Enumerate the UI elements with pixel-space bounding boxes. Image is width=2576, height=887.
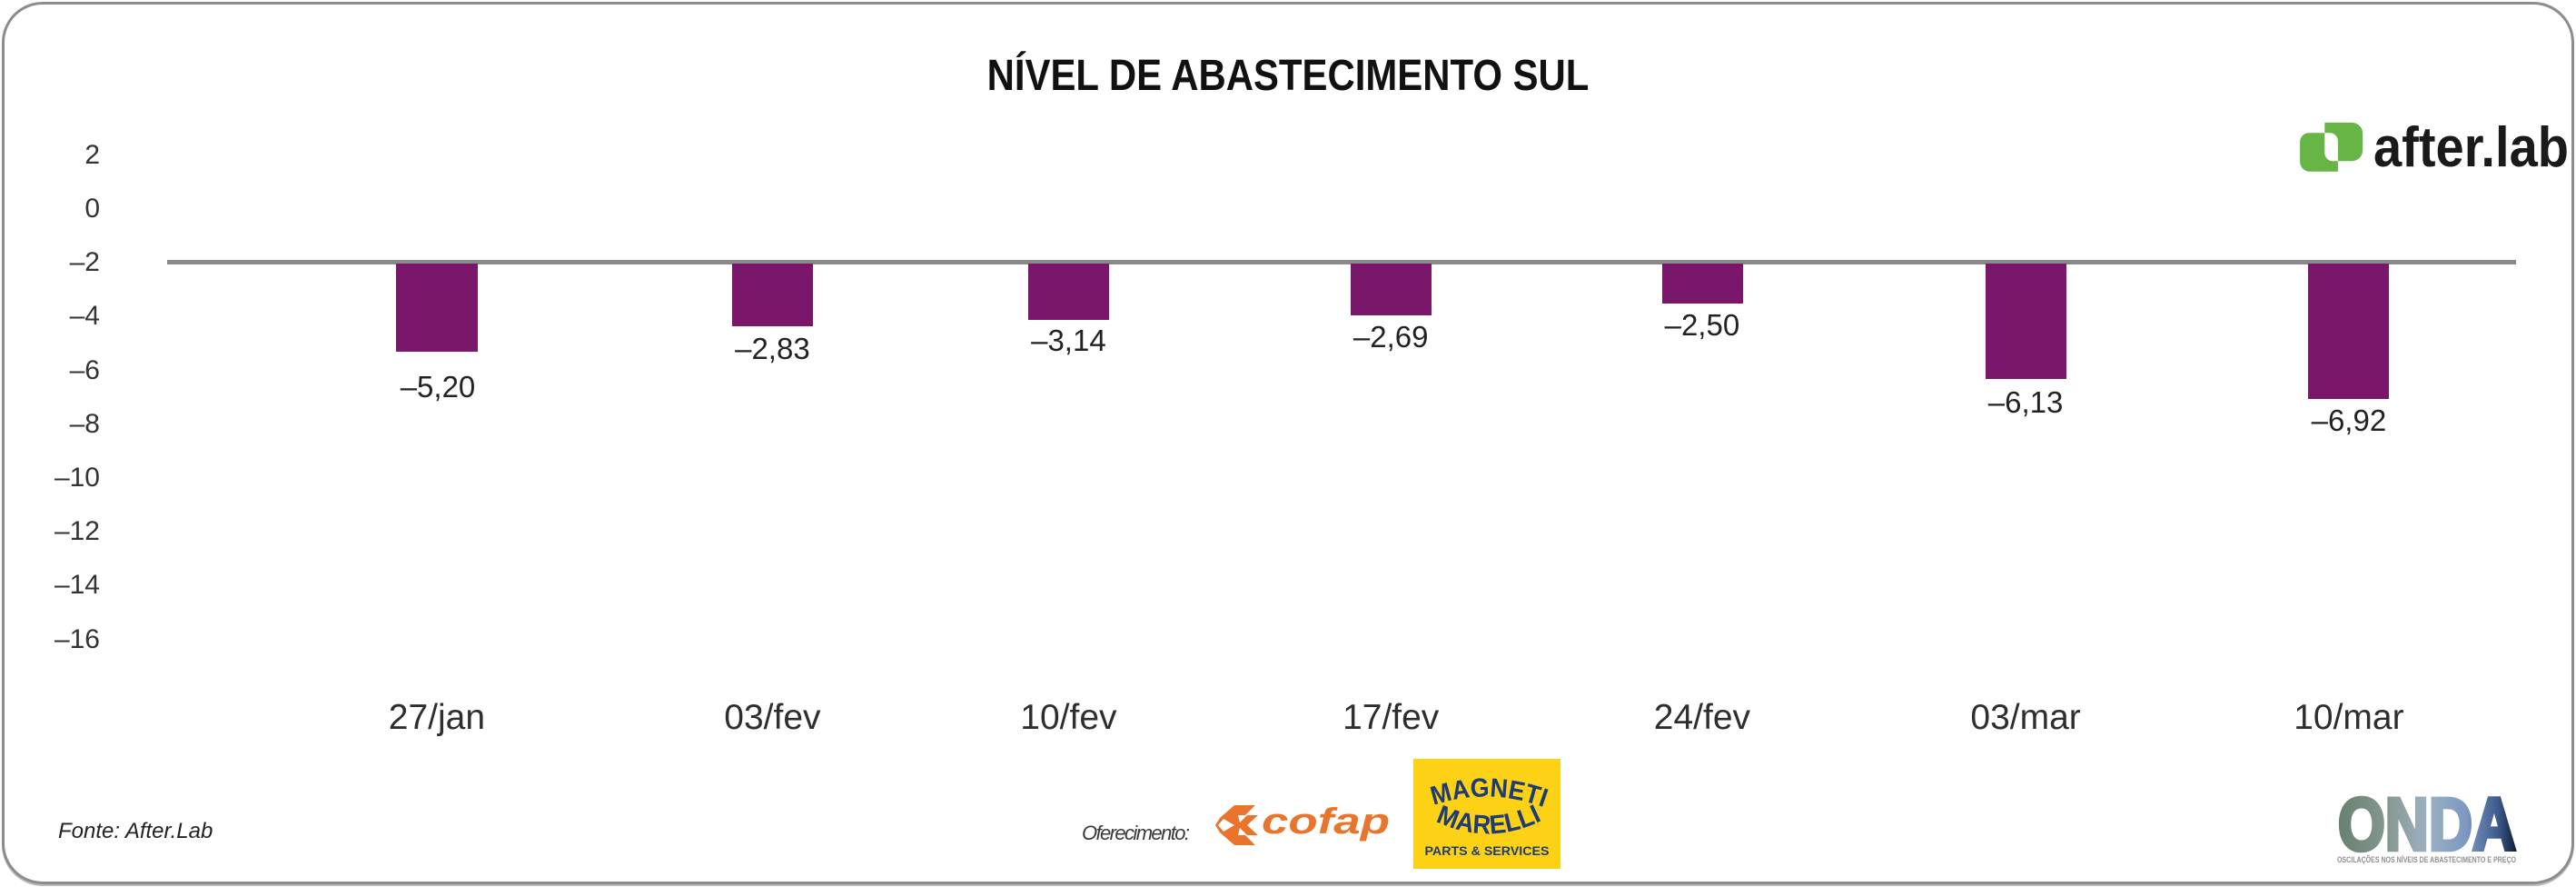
svg-text:PARTS & SERVICES: PARTS & SERVICES bbox=[1425, 844, 1550, 858]
svg-text:MARELLI: MARELLI bbox=[1433, 800, 1545, 841]
svg-text:ONDA: ONDA bbox=[2338, 794, 2516, 858]
svg-text:cofap: cofap bbox=[1262, 803, 1390, 842]
svg-text:OSCILAÇÕES NOS NÍVEIS DE ABAST: OSCILAÇÕES NOS NÍVEIS DE ABASTECIMENTO E… bbox=[2337, 855, 2516, 864]
svg-text:after.lab: after.lab bbox=[2373, 121, 2569, 179]
